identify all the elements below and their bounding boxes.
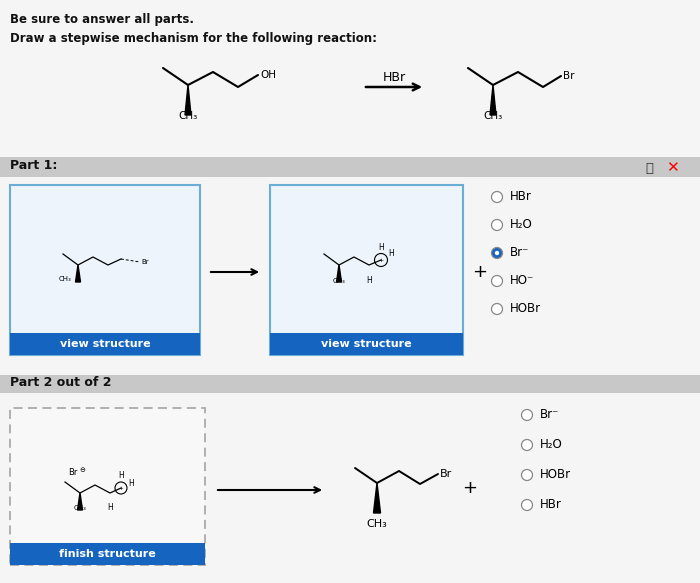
Text: Br⁻: Br⁻ (540, 409, 559, 422)
Text: view structure: view structure (60, 339, 150, 349)
Text: CH₃: CH₃ (332, 278, 345, 284)
Text: Draw a stepwise mechanism for the following reaction:: Draw a stepwise mechanism for the follow… (10, 32, 377, 45)
Text: H: H (128, 479, 134, 487)
Circle shape (491, 191, 503, 202)
Polygon shape (185, 85, 191, 115)
Text: Br: Br (68, 468, 78, 477)
Circle shape (522, 469, 533, 480)
Text: ⊖: ⊖ (79, 467, 85, 473)
FancyBboxPatch shape (270, 185, 463, 355)
Text: H₂O: H₂O (510, 219, 533, 231)
Bar (10, 333, 200, 355)
Bar (0, 0, 700, 157)
Text: view structure: view structure (321, 339, 412, 349)
Text: Br: Br (440, 469, 452, 479)
Text: HBr: HBr (382, 71, 405, 84)
Text: finish structure: finish structure (59, 549, 155, 559)
Polygon shape (337, 265, 342, 282)
Text: HO⁻: HO⁻ (510, 275, 534, 287)
Bar (0, 393, 700, 583)
Text: Part 2 out of 2: Part 2 out of 2 (10, 376, 111, 389)
FancyBboxPatch shape (10, 408, 205, 565)
Text: H: H (118, 471, 124, 480)
Text: Br: Br (141, 259, 148, 265)
Circle shape (491, 304, 503, 314)
Text: H: H (366, 276, 372, 285)
Bar (0, 177, 700, 375)
Text: CH₃: CH₃ (367, 519, 387, 529)
FancyBboxPatch shape (10, 185, 200, 355)
Bar (10, 543, 205, 565)
Text: Br⁻: Br⁻ (510, 247, 529, 259)
Text: +: + (118, 486, 123, 490)
Text: CH₃: CH₃ (484, 111, 503, 121)
Text: +: + (473, 263, 487, 281)
Text: 🔍: 🔍 (645, 162, 653, 175)
Text: HBr: HBr (540, 498, 562, 511)
Polygon shape (490, 85, 496, 115)
Text: Be sure to answer all parts.: Be sure to answer all parts. (10, 13, 194, 26)
Text: +: + (379, 258, 384, 262)
Circle shape (495, 251, 499, 255)
Polygon shape (374, 483, 381, 513)
Text: HOBr: HOBr (510, 303, 541, 315)
Text: CH₃: CH₃ (59, 276, 71, 282)
Text: H: H (107, 503, 113, 512)
Text: HOBr: HOBr (540, 469, 571, 482)
Text: CH₃: CH₃ (178, 111, 197, 121)
Text: OH: OH (260, 70, 276, 80)
Circle shape (491, 276, 503, 286)
Text: CH₃: CH₃ (74, 505, 86, 511)
Polygon shape (76, 265, 80, 282)
Text: Br: Br (563, 71, 575, 81)
Circle shape (491, 220, 503, 230)
Circle shape (522, 440, 533, 451)
Text: HBr: HBr (510, 191, 532, 203)
Text: H₂O: H₂O (540, 438, 563, 451)
Text: +: + (463, 479, 477, 497)
Circle shape (522, 409, 533, 420)
Text: H: H (388, 250, 393, 258)
Bar (270, 333, 463, 355)
Text: Part 1:: Part 1: (10, 159, 57, 172)
Text: H: H (378, 243, 384, 252)
Circle shape (522, 500, 533, 511)
Text: ✕: ✕ (666, 160, 678, 175)
Circle shape (491, 248, 503, 258)
Bar (0, 375, 700, 393)
Polygon shape (78, 493, 83, 510)
Bar (0, 157, 700, 177)
